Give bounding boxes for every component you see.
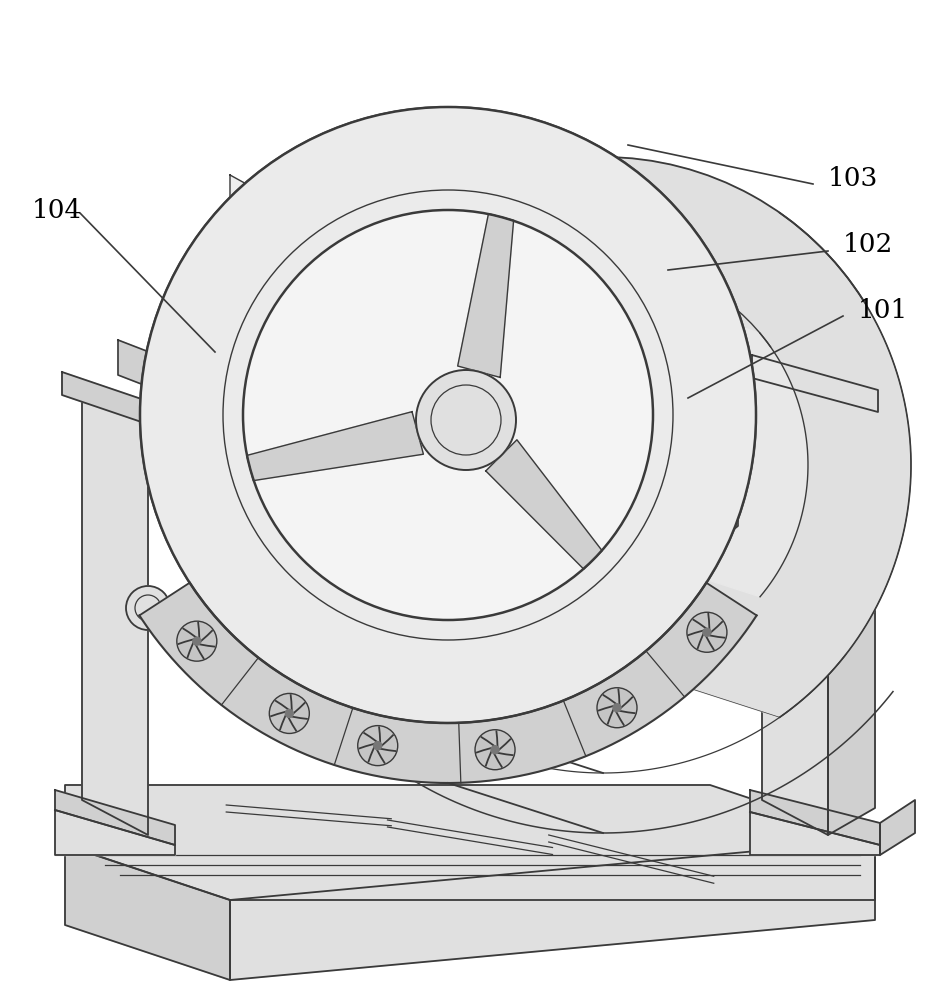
Polygon shape [65,845,230,980]
Polygon shape [751,355,877,412]
Polygon shape [271,107,779,213]
Polygon shape [749,812,879,855]
Circle shape [357,726,397,766]
Polygon shape [62,372,165,430]
Polygon shape [827,378,874,835]
Circle shape [243,210,652,620]
Polygon shape [749,790,879,845]
Circle shape [126,586,170,630]
Circle shape [193,637,200,645]
Polygon shape [230,840,874,980]
Polygon shape [118,340,161,392]
Polygon shape [879,800,914,855]
Circle shape [597,688,637,728]
Circle shape [416,370,515,470]
Circle shape [285,709,293,717]
Circle shape [373,742,381,750]
Circle shape [702,628,710,636]
Polygon shape [55,790,174,845]
Polygon shape [624,163,910,717]
Text: 101: 101 [857,298,908,322]
Polygon shape [761,372,827,835]
Polygon shape [140,163,426,717]
Circle shape [491,746,498,754]
Polygon shape [82,390,148,835]
Polygon shape [139,583,755,783]
Circle shape [686,612,726,652]
Polygon shape [65,785,874,900]
Text: 102: 102 [842,232,893,257]
Polygon shape [458,214,513,377]
Polygon shape [55,810,174,855]
Text: 103: 103 [827,166,878,191]
Polygon shape [246,412,423,481]
Polygon shape [535,180,594,698]
Polygon shape [230,175,290,705]
Text: 104: 104 [32,198,83,223]
Polygon shape [717,480,737,542]
Circle shape [176,621,216,661]
Polygon shape [644,448,737,496]
Polygon shape [485,440,601,569]
Polygon shape [644,464,717,542]
Circle shape [269,693,309,733]
Polygon shape [604,283,807,597]
Circle shape [140,107,755,723]
Circle shape [612,704,620,712]
Circle shape [474,730,514,770]
